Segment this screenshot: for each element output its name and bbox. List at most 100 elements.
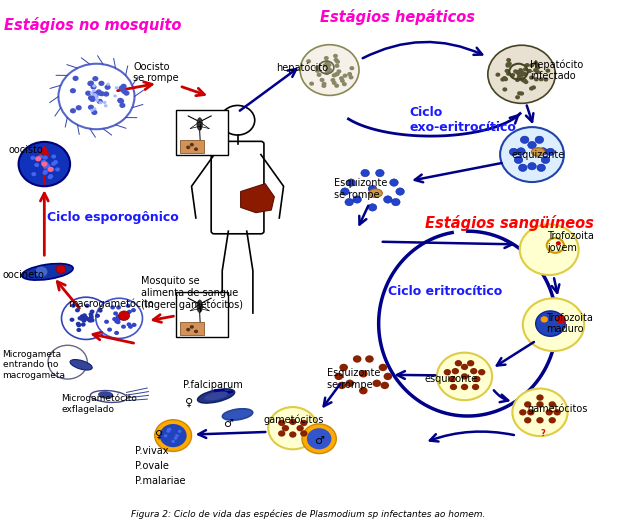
Circle shape: [41, 159, 46, 164]
Circle shape: [332, 81, 337, 85]
Circle shape: [444, 369, 451, 375]
Circle shape: [43, 165, 48, 169]
Circle shape: [342, 82, 347, 86]
Circle shape: [470, 368, 477, 374]
Circle shape: [289, 418, 296, 425]
Circle shape: [503, 87, 507, 91]
Circle shape: [90, 91, 94, 95]
Circle shape: [89, 97, 96, 102]
Circle shape: [119, 102, 125, 108]
Circle shape: [549, 401, 556, 408]
Circle shape: [533, 68, 538, 72]
Circle shape: [88, 95, 94, 100]
Circle shape: [451, 368, 459, 374]
Circle shape: [517, 148, 525, 155]
Circle shape: [520, 136, 529, 143]
Text: Esquizonte
se rompe: Esquizonte se rompe: [334, 178, 388, 200]
Circle shape: [104, 104, 108, 107]
Circle shape: [103, 91, 110, 97]
Circle shape: [41, 161, 47, 167]
Text: Ciclo eritrocítico: Ciclo eritrocítico: [388, 285, 502, 298]
Circle shape: [93, 93, 97, 96]
Circle shape: [302, 424, 336, 453]
Circle shape: [30, 156, 35, 160]
Circle shape: [488, 45, 555, 104]
Ellipse shape: [531, 148, 545, 156]
Circle shape: [89, 315, 94, 319]
Circle shape: [340, 79, 345, 83]
Circle shape: [510, 73, 515, 77]
Circle shape: [85, 91, 91, 96]
Circle shape: [515, 70, 520, 74]
Circle shape: [127, 322, 132, 327]
Circle shape: [529, 63, 534, 67]
Circle shape: [520, 72, 524, 76]
Circle shape: [502, 76, 507, 80]
Circle shape: [93, 107, 96, 110]
Circle shape: [70, 88, 76, 93]
Circle shape: [127, 310, 132, 314]
Circle shape: [84, 316, 89, 321]
Circle shape: [339, 76, 344, 80]
Circle shape: [48, 174, 53, 178]
Circle shape: [89, 316, 93, 321]
Circle shape: [166, 430, 170, 433]
Circle shape: [337, 382, 346, 389]
Text: gametócitos: gametócitos: [264, 415, 324, 425]
Circle shape: [282, 425, 289, 431]
Circle shape: [368, 204, 377, 211]
Circle shape: [70, 108, 76, 114]
Circle shape: [514, 156, 523, 164]
Circle shape: [541, 156, 550, 164]
Circle shape: [98, 81, 104, 86]
Circle shape: [517, 72, 522, 76]
Circle shape: [173, 436, 177, 440]
Text: P.vivax: P.vivax: [135, 447, 168, 457]
Circle shape: [175, 434, 179, 438]
Circle shape: [70, 318, 75, 322]
Circle shape: [95, 99, 99, 102]
Text: ♀: ♀: [185, 398, 194, 408]
Circle shape: [513, 70, 518, 73]
Circle shape: [519, 91, 524, 96]
Circle shape: [380, 382, 389, 389]
Circle shape: [48, 345, 87, 379]
Circle shape: [96, 90, 103, 96]
Circle shape: [94, 94, 97, 97]
Circle shape: [190, 143, 194, 147]
Circle shape: [334, 83, 339, 88]
Circle shape: [43, 156, 48, 160]
Circle shape: [56, 265, 66, 273]
Circle shape: [92, 84, 96, 88]
Circle shape: [123, 90, 130, 96]
Circle shape: [543, 78, 548, 82]
Circle shape: [537, 164, 546, 172]
Circle shape: [47, 175, 53, 179]
Circle shape: [541, 316, 548, 322]
Text: P.ovale: P.ovale: [135, 461, 169, 471]
Circle shape: [90, 310, 94, 314]
Circle shape: [120, 316, 125, 320]
Circle shape: [449, 376, 456, 382]
Circle shape: [365, 355, 373, 363]
Circle shape: [323, 63, 327, 67]
Circle shape: [43, 169, 48, 174]
Text: Hepatócito
infectado: Hepatócito infectado: [530, 59, 584, 81]
Circle shape: [506, 58, 511, 62]
Circle shape: [332, 73, 337, 78]
Circle shape: [517, 75, 522, 80]
Circle shape: [116, 315, 120, 319]
Circle shape: [518, 68, 523, 72]
Circle shape: [327, 63, 332, 67]
Circle shape: [536, 395, 544, 401]
Circle shape: [90, 96, 96, 101]
Circle shape: [535, 70, 540, 74]
Circle shape: [117, 98, 123, 103]
Circle shape: [51, 161, 56, 166]
Circle shape: [325, 60, 329, 64]
Circle shape: [334, 72, 338, 76]
Circle shape: [327, 68, 331, 73]
Text: hepatócito: hepatócito: [276, 62, 329, 73]
Circle shape: [35, 267, 47, 277]
Circle shape: [506, 62, 510, 66]
